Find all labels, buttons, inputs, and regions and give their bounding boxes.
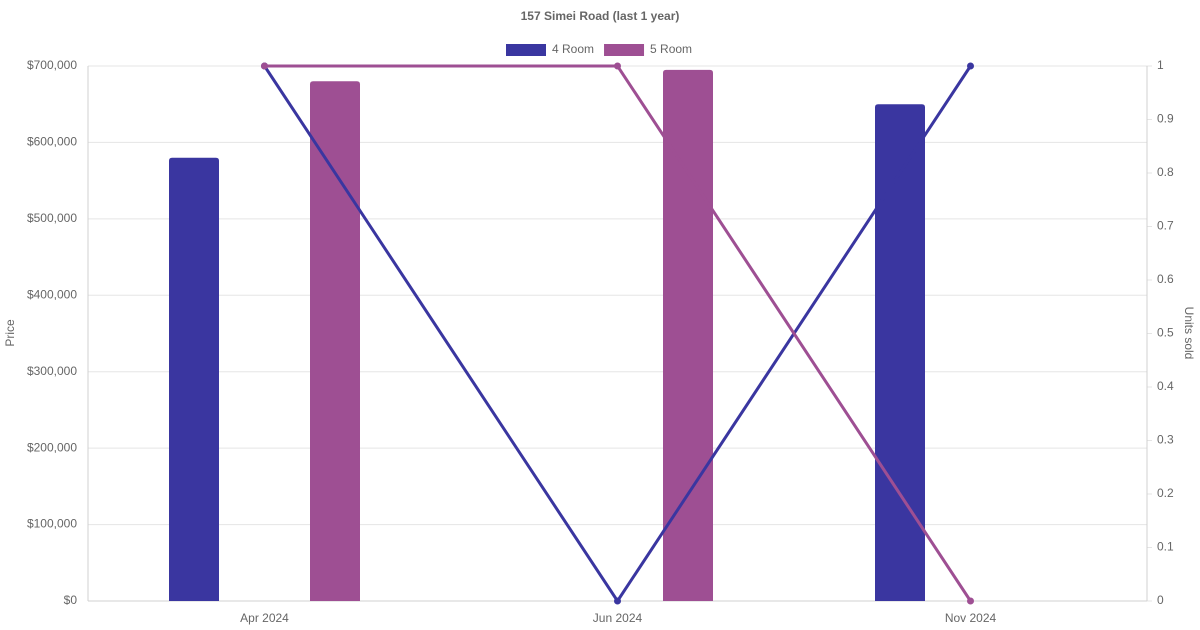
y-tick-label: $200,000	[27, 440, 77, 454]
units-line	[264, 64, 972, 602]
legend-label: 5 Room	[650, 42, 692, 56]
y2-tick-label: 0.4	[1157, 379, 1174, 393]
legend-swatch	[604, 44, 645, 56]
x-tick-label: Apr 2024	[240, 611, 289, 625]
y2-tick-label: 0.6	[1157, 272, 1174, 286]
y2-axis-title: Units sold	[1182, 307, 1196, 360]
bar	[310, 81, 360, 602]
y-tick-label: $600,000	[27, 135, 77, 149]
y-tick-label: $400,000	[27, 287, 77, 301]
y-tick-label: $700,000	[27, 58, 77, 72]
legend-swatch	[506, 44, 546, 56]
legend-label: 4 Room	[552, 42, 594, 56]
chart-title: 157 Simei Road (last 1 year)	[521, 9, 680, 23]
y-tick-label: $100,000	[27, 517, 77, 531]
units-point	[614, 597, 621, 605]
units-point	[967, 597, 974, 605]
bar	[169, 157, 219, 601]
y2-tick-label: 0.8	[1157, 165, 1174, 179]
x-tick-label: Jun 2024	[593, 611, 643, 625]
y2-tick-label: 0.7	[1157, 219, 1174, 233]
y2-tick-label: 0.5	[1157, 326, 1174, 340]
bar	[663, 69, 713, 602]
y2-tick-label: 0.2	[1157, 486, 1174, 500]
y2-tick-label: 0.3	[1157, 433, 1174, 447]
y-axis-title: Price	[3, 319, 17, 347]
y2-tick-label: 0.9	[1157, 112, 1174, 126]
y2-tick-label: 0.1	[1157, 540, 1174, 554]
y-tick-label: $500,000	[27, 211, 77, 225]
y-tick-label: $300,000	[27, 364, 77, 378]
y2-tick-label: 1	[1157, 58, 1164, 72]
units-point	[614, 62, 621, 70]
y2-tick-label: 0	[1157, 593, 1164, 607]
x-tick-label: Nov 2024	[945, 611, 997, 625]
y-tick-label: $0	[64, 593, 78, 607]
units-point	[967, 62, 974, 70]
units-line	[263, 65, 972, 604]
units-point	[261, 62, 268, 70]
bar	[875, 104, 925, 601]
